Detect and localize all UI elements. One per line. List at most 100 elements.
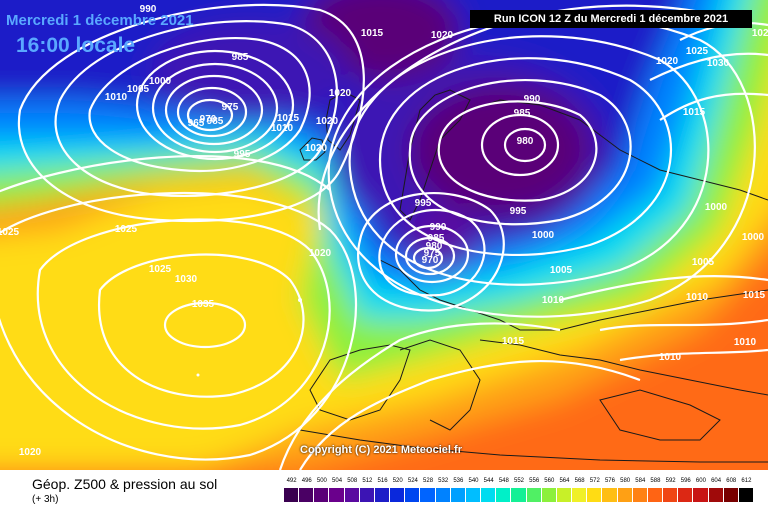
isobar-label: 1020	[431, 30, 454, 41]
isobar-label: 1020	[656, 56, 679, 67]
scale-tick-label: 532	[438, 478, 449, 484]
scale-swatch	[420, 488, 435, 502]
scale-swatch	[632, 488, 647, 502]
scale-tick-label: 560	[544, 478, 555, 484]
isobar-label: 1005	[692, 257, 715, 268]
legend-title: Géop. Z500 & pression au sol	[32, 476, 218, 492]
scale-tick-label: 508	[347, 478, 358, 484]
forecast-local-time: 16:00 locale	[16, 34, 136, 57]
scale-tick-label: 564	[559, 478, 570, 484]
isobar-label: 1030	[707, 58, 730, 69]
isobar-label: 1015	[277, 113, 300, 124]
scale-swatch	[572, 488, 587, 502]
scale-tick-label: 528	[423, 478, 434, 484]
scale-swatch	[496, 488, 511, 502]
scale-swatch	[359, 488, 374, 502]
scale-tick-label: 500	[316, 478, 327, 484]
scale-tick-label: 588	[650, 478, 661, 484]
forecast-date: Mercredi 1 décembre 2021	[6, 12, 194, 29]
scale-swatch	[390, 488, 405, 502]
scale-swatch	[435, 488, 450, 502]
scale-tick-label: 556	[529, 478, 540, 484]
legend-bar: Géop. Z500 & pression au sol (+ 3h) 492 4…	[0, 470, 768, 512]
scale-swatch	[663, 488, 678, 502]
isobar-label: 1030	[175, 274, 198, 285]
isobar-label: 1020	[19, 447, 42, 458]
isobar-label: 1000	[742, 232, 765, 243]
scale-swatch	[314, 488, 329, 502]
isobar-label: 1015	[361, 28, 384, 39]
scale-swatch	[678, 488, 693, 502]
isobar-label: 995	[510, 206, 527, 217]
scale-swatch	[587, 488, 602, 502]
scale-tick-label: 504	[332, 478, 343, 484]
isobar-label: 1015	[502, 336, 525, 347]
scale-swatch	[284, 488, 299, 502]
scale-tick-label: 576	[604, 478, 615, 484]
color-scale: 492 496 500 504 508 512 516 520 524 528 532 536 540 5…	[284, 478, 754, 504]
scale-swatch	[541, 488, 556, 502]
scale-swatch	[450, 488, 465, 502]
isobar-label: 1025	[686, 46, 709, 57]
scale-swatch	[344, 488, 359, 502]
scale-tick-label: 496	[301, 478, 312, 484]
isobar-label: 990	[430, 222, 447, 233]
scale-swatch	[602, 488, 617, 502]
scale-swatch	[526, 488, 541, 502]
scale-tick-label: 544	[483, 478, 494, 484]
isobar-label: 1000	[149, 76, 172, 87]
scale-tick-label: 516	[377, 478, 388, 484]
isobar-label: 1010	[105, 92, 128, 103]
geopotential-map: 9909851000100510109859759709659951010101…	[0, 0, 768, 470]
isobars	[0, 3, 768, 470]
scale-tick-label: 604	[711, 478, 722, 484]
isobar-label: 1005	[550, 265, 573, 276]
scale-swatch	[299, 488, 314, 502]
isobar-label: 990	[524, 94, 541, 105]
scale-tick-label: 512	[362, 478, 373, 484]
isobar-label: 1010	[542, 295, 565, 306]
scale-swatch	[647, 488, 663, 502]
isobar-label: 970	[422, 255, 439, 266]
isobar-label: 975	[424, 248, 441, 259]
isobar-label: 970	[200, 114, 217, 125]
scale-tick-label: 520	[392, 478, 403, 484]
scale-tick-label: 612	[741, 478, 752, 484]
isobar-label: 1025	[0, 227, 20, 238]
copyright-notice: Copyright (C) 2021 Meteociel.fr	[300, 444, 462, 456]
scale-tick-label: 600	[695, 478, 706, 484]
isobar-label: 1025	[752, 28, 768, 39]
scale-tick-label: 592	[665, 478, 676, 484]
scale-swatch	[329, 488, 344, 502]
scale-swatch	[738, 488, 753, 502]
isobar-label: 1010	[734, 337, 757, 348]
isobar-labels: 9909851000100510109859759709659951010101…	[0, 4, 768, 458]
low-pressure-markers	[196, 298, 302, 377]
scale-tick-label: 580	[620, 478, 631, 484]
isobar-label: 975	[222, 102, 239, 113]
isobar-label: 1010	[659, 352, 682, 363]
isobar-label: 1010	[271, 123, 294, 134]
scale-tick-label: 572	[589, 478, 600, 484]
model-run-banner: Run ICON 12 Z du Mercredi 1 décembre 202…	[470, 10, 752, 28]
scale-tick-label: 552	[513, 478, 525, 484]
isobar-label: 980	[517, 136, 534, 147]
legend-subtitle: (+ 3h)	[32, 494, 59, 505]
scale-swatch	[617, 488, 632, 502]
isobar-label: 980	[426, 241, 443, 252]
isobar-label: 1000	[705, 202, 728, 213]
isobar-label: 1020	[329, 88, 352, 99]
isobar-label: 1005	[127, 84, 150, 95]
isobar-label: 1015	[683, 107, 706, 118]
scale-swatch	[556, 488, 572, 502]
scale-swatch	[405, 488, 420, 502]
isobar-label: 1010	[686, 292, 709, 303]
scale-swatch	[374, 488, 390, 502]
isobar-label: 1035	[192, 299, 215, 310]
scale-tick-label: 596	[680, 478, 691, 484]
isobar-label: 1025	[115, 224, 138, 235]
scale-tick-label: 524	[407, 478, 418, 484]
scale-swatch	[723, 488, 738, 502]
isobar-label: 1020	[309, 248, 332, 259]
